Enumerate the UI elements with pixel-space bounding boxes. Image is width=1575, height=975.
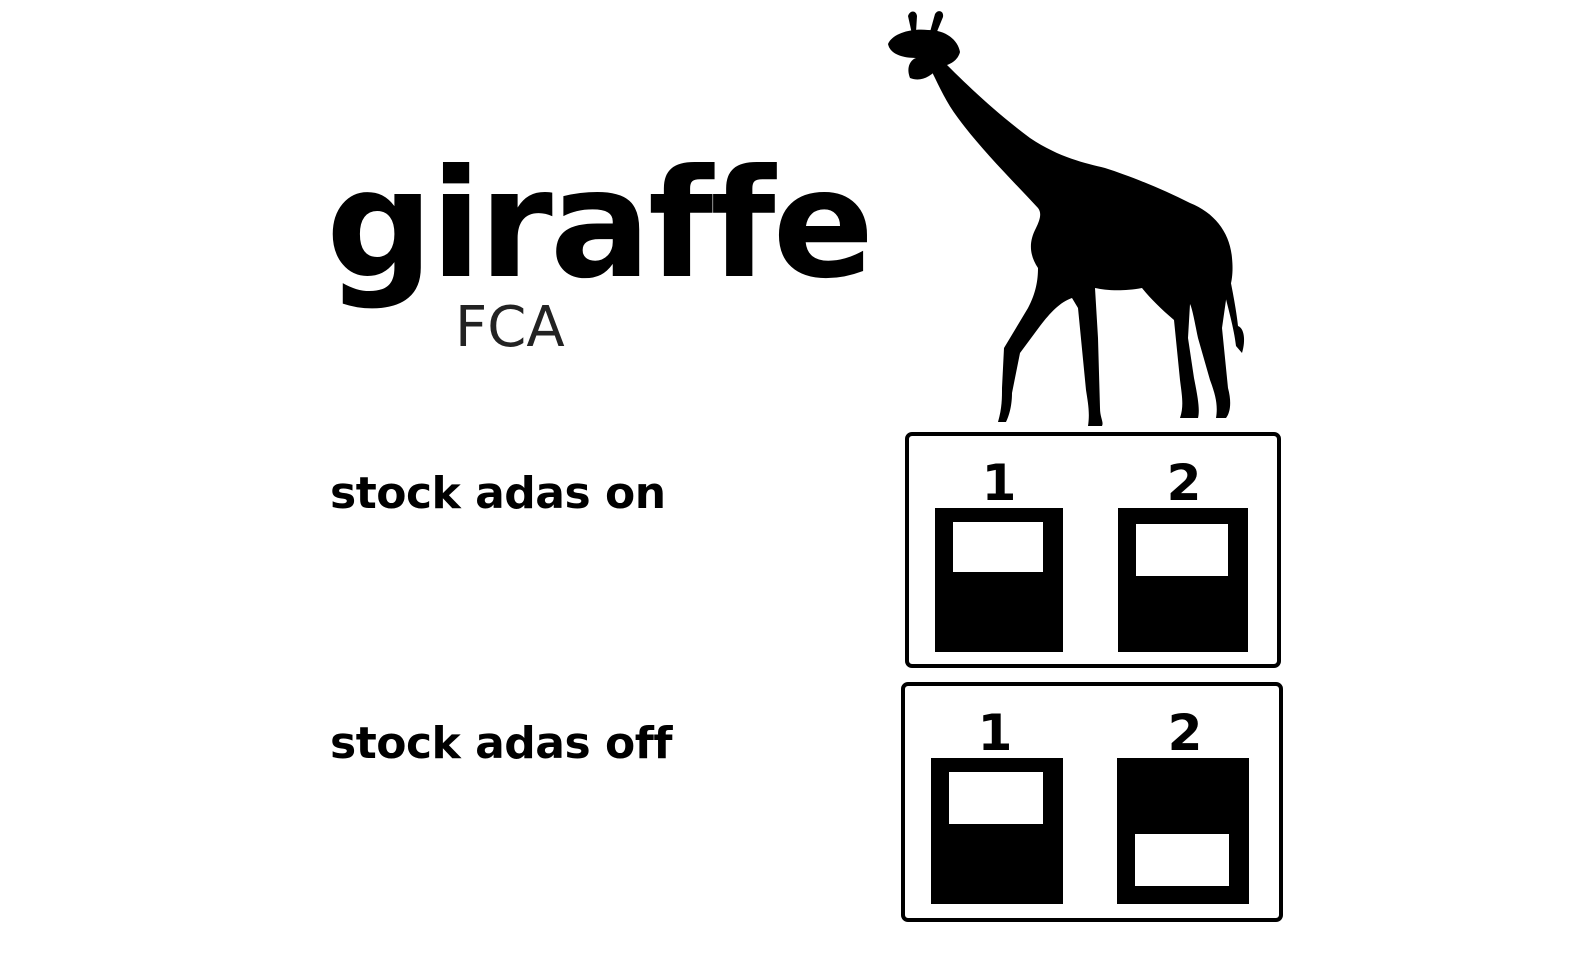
switch-1-number: 1	[981, 454, 1017, 512]
switch-2-knob-up	[1136, 524, 1228, 576]
switch-1-knob-up	[949, 772, 1043, 824]
mode-label-stock-adas-off: stock adas off	[330, 718, 673, 769]
switch-2-number: 2	[1167, 704, 1203, 762]
switch-1-number: 1	[977, 704, 1013, 762]
brand-title: giraffe	[326, 138, 874, 312]
dip-switch-panel-stock-adas-off: 1 2	[901, 682, 1283, 922]
dip-switch-1	[935, 508, 1063, 652]
switch-2-knob-down	[1135, 834, 1229, 886]
switch-2-number: 2	[1166, 454, 1202, 512]
dip-switch-2	[1118, 508, 1248, 652]
brand-subtitle: FCA	[455, 295, 565, 360]
mode-label-stock-adas-on: stock adas on	[330, 468, 666, 519]
dip-switch-2	[1117, 758, 1249, 904]
giraffe-silhouette-icon	[888, 11, 1245, 426]
dip-switch-1	[931, 758, 1063, 904]
dip-switch-panel-stock-adas-on: 1 2	[905, 432, 1281, 668]
switch-1-knob-up	[953, 522, 1043, 572]
